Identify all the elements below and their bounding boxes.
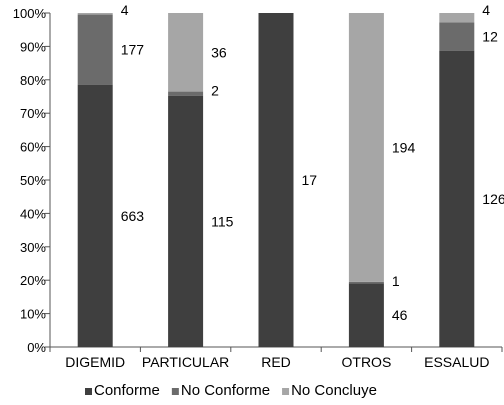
y-tick-label: 20% [20,273,46,288]
legend-swatch-no-concluye [282,388,290,395]
data-label-otros-no-conforme: 1 [392,273,400,289]
y-tick-label: 70% [20,106,46,121]
data-label-red-conforme: 17 [302,172,318,188]
x-tick-label: DIGEMID [65,354,125,370]
bar-particular-conforme [168,95,204,347]
data-label-particular-no-conforme: 2 [211,83,219,99]
axes: 0% 10% 20% 30% 40% 50% 60% 70% 80% 90% 100% DIGEMID… [13,6,503,370]
data-labels: 663 177 4 115 2 36 17 46 1 194 126 12 4 [121,2,504,323]
data-label-otros-conforme: 46 [392,307,408,323]
y-tick-label: 80% [20,73,46,88]
bar-particular-no-conforme [168,91,204,96]
bar-essalud-conforme [439,50,475,348]
y-tick-label: 90% [20,39,46,54]
bar-digemid-conforme [77,84,113,347]
y-tick-label: 40% [20,206,46,221]
y-tick-label: 50% [20,173,46,188]
legend: Conforme No Conforme No Concluye [85,382,377,399]
bar-digemid-no-concluye [77,13,113,15]
x-tick-label: RED [261,354,291,370]
data-label-particular-conforme: 115 [211,213,234,229]
bar-particular-no-concluye [168,13,204,92]
y-tick-label: 30% [20,240,46,255]
y-tick-label: 60% [20,140,46,155]
bars [77,13,475,348]
data-label-digemid-no-concluye: 4 [121,2,129,18]
bar-otros-conforme [348,283,384,347]
x-tick-label: ESSALUD [424,354,489,370]
x-tick-label: PARTICULAR [142,354,229,370]
bar-otros-no-concluye [348,13,384,282]
data-label-particular-no-concluye: 36 [211,44,227,60]
y-tick-label: 100% [13,6,47,21]
bar-digemid-no-conforme [77,14,113,85]
data-label-essalud-conforme: 126 [482,191,504,207]
legend-swatch-conforme [85,388,92,395]
data-label-otros-no-concluye: 194 [392,139,416,155]
legend-label-no-concluye: No Concluye [291,382,377,399]
y-tick-label: 0% [27,340,46,355]
bar-essalud-no-concluye [439,13,475,23]
data-label-digemid-conforme: 663 [121,208,145,224]
x-tick-label: OTROS [342,354,392,370]
bar-otros-no-conforme [348,281,384,284]
bar-red-conforme [258,13,294,347]
legend-label-no-conforme: No Conforme [181,382,270,399]
legend-swatch-no-conforme [171,388,179,395]
data-label-essalud-no-conforme: 12 [482,29,498,45]
legend-label-conforme: Conforme [94,382,160,399]
y-tick-label: 10% [20,307,46,322]
data-label-digemid-no-conforme: 177 [121,42,145,58]
bar-essalud-no-conforme [439,22,475,51]
data-label-essalud-no-concluye: 4 [482,2,490,18]
